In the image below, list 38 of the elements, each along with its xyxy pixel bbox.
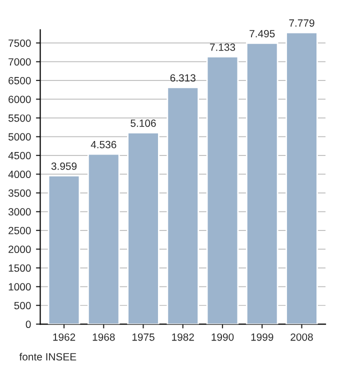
- y-tick-label: 6500: [8, 76, 31, 84]
- bar: [166, 86, 200, 324]
- bar: [127, 132, 160, 324]
- bar: [286, 32, 318, 324]
- y-tick-label: 2500: [8, 226, 31, 234]
- source-note: fonte INSEE: [19, 352, 76, 360]
- data-label: 4.536: [90, 140, 116, 148]
- y-tick-label: 7000: [8, 58, 31, 66]
- x-tick-label: 2008: [290, 333, 313, 341]
- bar: [206, 56, 239, 324]
- data-label: 7.495: [250, 30, 275, 38]
- y-tick-label: 0: [26, 320, 31, 328]
- x-tick-label: 1968: [92, 333, 115, 341]
- y-tick-label: 3500: [8, 189, 31, 197]
- y-tick-label: 7500: [8, 39, 31, 47]
- x-tick-label: 1990: [212, 333, 234, 341]
- bar: [246, 42, 278, 324]
- y-tick-label: 1500: [8, 264, 31, 272]
- x-tick-label: 1975: [132, 333, 154, 341]
- data-label: 5.106: [130, 120, 156, 127]
- y-tick-label: 6000: [8, 96, 31, 104]
- data-label: 3.959: [51, 162, 77, 170]
- y-tick-label: 3000: [8, 208, 31, 216]
- y-tick-label: 500: [14, 302, 31, 310]
- bar: [48, 175, 80, 324]
- x-tick-label: 1999: [251, 333, 274, 341]
- bar: [87, 153, 120, 324]
- x-tick-label: 1962: [53, 333, 76, 341]
- y-tick-label: 5500: [8, 114, 31, 122]
- data-label: 6.313: [170, 74, 196, 82]
- y-tick-label: 4000: [8, 170, 31, 178]
- x-tick-label: 1982: [172, 333, 194, 341]
- y-tick-label: 5000: [8, 133, 31, 141]
- data-label: 7.133: [210, 44, 236, 51]
- y-tick-label: 4500: [8, 152, 31, 160]
- y-tick-label: 1000: [8, 283, 31, 291]
- y-tick-label: 2000: [8, 246, 31, 254]
- data-label: 7.779: [289, 19, 314, 27]
